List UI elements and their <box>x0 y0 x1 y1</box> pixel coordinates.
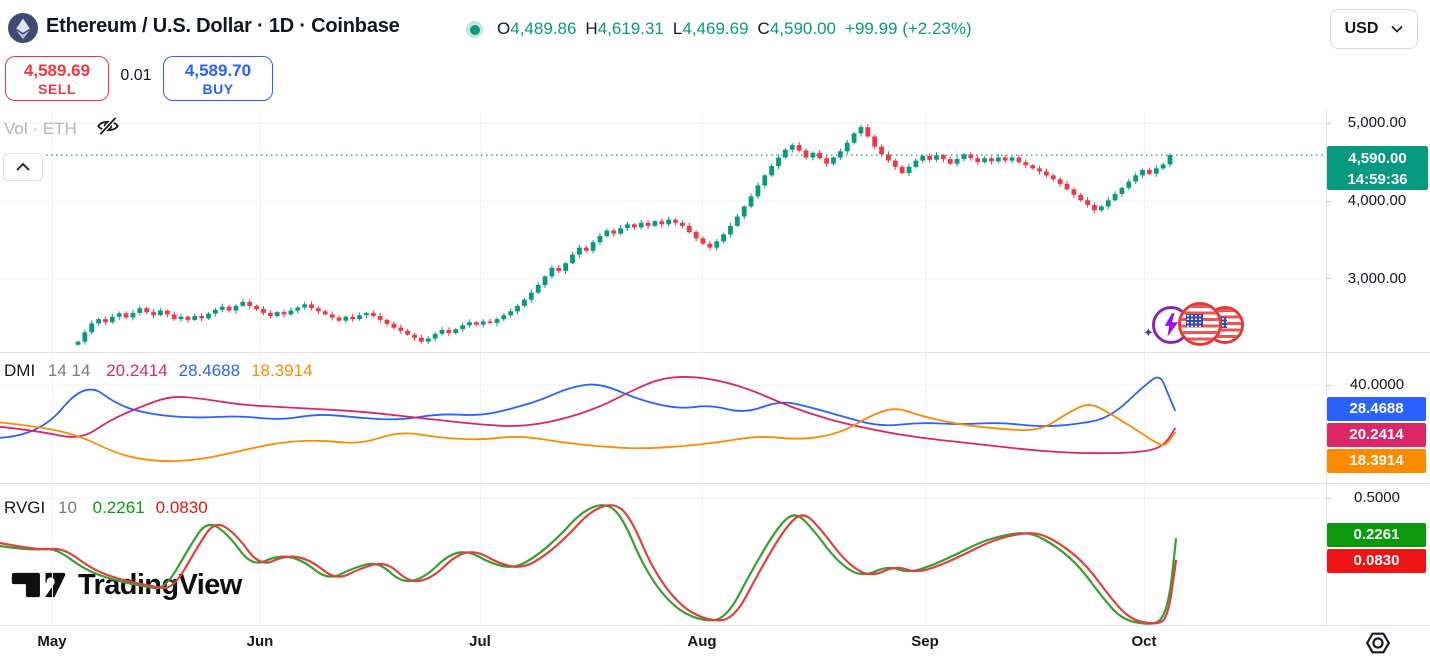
dmi-value: 20.2414 <box>106 361 168 380</box>
volume-legend-label: Vol · ETH <box>4 119 77 138</box>
rvgi-value: 0.2261 <box>92 498 145 517</box>
collapse-panel-button[interactable] <box>3 153 43 181</box>
ohlc-value: 4,590.00 <box>769 19 837 38</box>
tradingview-logo-mark <box>11 572 66 598</box>
sell-price: 4,589.69 <box>23 60 91 80</box>
current-price-value: 4,590.00 <box>1348 150 1407 167</box>
rvgi-value: 0.0830 <box>155 498 208 517</box>
ohlc-value: 4,469.69 <box>682 19 749 38</box>
symbol-title[interactable]: Ethereum / U.S. Dollar · 1D · Coinbase <box>46 15 400 37</box>
ohlc-letter: L <box>672 19 683 38</box>
rvgi-params: 10 <box>58 498 77 517</box>
market-status-dot <box>466 21 483 38</box>
currency-label: USD <box>1344 20 1379 37</box>
dmi-legend: DMI 14 14 20.2414 28.4688 18.3914 <box>4 361 313 381</box>
month-label: Jul <box>469 633 491 650</box>
ohlc-value: 4,489.86 <box>510 19 577 38</box>
dmi-value: 18.3914 <box>251 361 313 380</box>
ohlc-readout: O4,489.86 H4,619.31 L4,469.69 C4,590.00 +99.… <box>497 19 972 39</box>
flag-canton <box>1186 314 1203 327</box>
buy-price: 4,589.70 <box>184 60 252 80</box>
chart-settings-icon[interactable] <box>1362 629 1394 659</box>
event-stickers[interactable]: ✦ <box>1143 301 1245 351</box>
ohlc-letter: O <box>497 19 511 38</box>
ohlc-value: 4,619.31 <box>597 19 664 38</box>
scale-label: 0.5000 <box>1354 489 1400 506</box>
scale-label: 5,000.00 <box>1347 114 1407 132</box>
chevron-down-icon <box>1391 25 1403 33</box>
visibility-eye-slash-icon[interactable] <box>94 113 122 141</box>
dmi-params: 14 14 <box>47 361 91 380</box>
scale-tick <box>1326 278 1331 280</box>
month-label: Aug <box>687 633 717 650</box>
buy-label: BUY <box>202 80 234 97</box>
scale-tick <box>1326 200 1331 202</box>
month-label: Oct <box>1131 633 1157 650</box>
indicator-value-badge: 0.0830 <box>1327 549 1426 573</box>
scale-tick <box>1326 497 1331 499</box>
us-flag-event-icon[interactable] <box>1178 302 1222 346</box>
month-label: May <box>37 633 67 650</box>
dmi-indicator-title[interactable]: DMI <box>4 361 36 380</box>
indicator-value-badge: 18.3914 <box>1327 449 1426 473</box>
month-label: Sep <box>911 633 939 650</box>
change-value: +99.99 (+2.23%) <box>845 19 972 38</box>
indicator-value-badge: 20.2414 <box>1327 423 1426 447</box>
rvgi-indicator-title[interactable]: RVGI <box>4 498 46 517</box>
sell-button[interactable]: 4,589.69 SELL <box>5 56 109 101</box>
scale-tick <box>1326 384 1331 386</box>
sparkle-icon: ✦ <box>1143 325 1154 340</box>
time-axis[interactable]: May Jun Jul Aug Sep Oct <box>0 626 1430 666</box>
bar-countdown: 14:59:36 <box>1347 171 1408 188</box>
indicator-value-badge: 0.2261 <box>1327 523 1426 547</box>
chevron-up-icon <box>16 162 30 171</box>
scale-label: 3,000.00 <box>1347 269 1407 287</box>
buy-button[interactable]: 4,589.70 BUY <box>163 56 273 101</box>
scale-tick <box>1326 122 1331 124</box>
spread-value: 0.01 <box>120 67 152 84</box>
current-price-badge: 4,590.00 14:59:36 <box>1327 146 1428 190</box>
dmi-value: 28.4688 <box>178 361 241 380</box>
rvgi-legend: RVGI 10 0.2261 0.0830 <box>4 498 208 518</box>
ohlc-letter: H <box>585 19 598 38</box>
ohlc-letter: C <box>757 19 770 38</box>
sell-label: SELL <box>38 80 76 97</box>
ethereum-logo-icon <box>8 13 38 43</box>
scale-label: 4,000.00 <box>1347 192 1407 209</box>
month-label: Jun <box>246 633 274 650</box>
scale-label: 40.0000 <box>1349 376 1405 393</box>
currency-dropdown[interactable]: USD <box>1330 9 1418 49</box>
indicator-value-badge: 28.4688 <box>1327 397 1426 421</box>
